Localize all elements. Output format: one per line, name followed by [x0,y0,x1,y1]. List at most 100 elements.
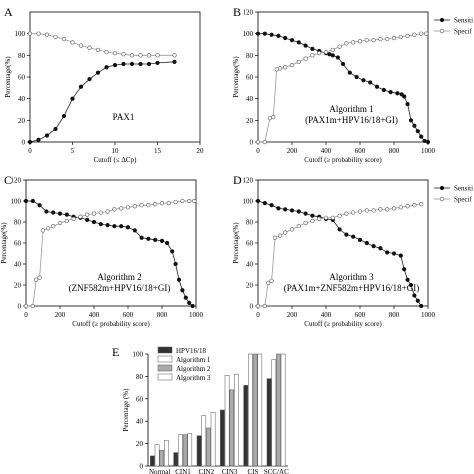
x-tick-label: 400 [89,311,100,319]
legend-marker [439,196,445,202]
specificity-point [364,38,369,43]
legend-swatch [157,346,173,354]
sensitivity-point [262,31,267,36]
y-tick-label: 20 [14,282,22,290]
y-tick-label: 40 [136,418,144,426]
bar-algorithm-3 [234,373,239,467]
x-tick-label: 1000 [189,311,204,319]
specificity-point [112,51,118,56]
specificity-point [34,277,39,282]
panel-annotation: Algorithm 2 [97,272,141,282]
sensitivity-point [87,77,92,82]
bar-algorithm-2 [229,389,235,467]
y-tick-label: 0 [22,139,26,147]
specificity-point [30,303,35,309]
sensitivity-point [125,225,131,230]
panel-annotation: Algorithm 1 [329,104,373,114]
specificity-point [40,228,46,233]
sensitivity-point [262,201,267,206]
sensitivity-point [172,59,177,64]
bar-hpv16-18 [150,455,155,467]
sensitivity-point [276,33,281,38]
specificity-point [262,303,267,309]
specificity-point [385,36,390,42]
x-tick-label: 800 [157,311,168,319]
x-tick-label: 0 [256,311,260,319]
specificity-point [138,53,143,58]
category-label: CIN2 [199,468,215,474]
specificity-point [371,38,376,43]
y-tick-label: 20 [246,282,254,290]
category-label: Normal [149,468,170,474]
sensitivity-point [412,123,417,128]
specificity-point [391,35,397,41]
y-tick-label: 0 [140,463,144,471]
legend-label: Algorithm 3 [176,374,211,382]
sensitivity-point [129,61,135,67]
specificity-point [266,280,271,286]
y-axis-label: Percentage(%) [4,56,12,98]
specificity-point [255,303,261,309]
legend-label: Algorithm 1 [176,356,211,364]
bar-algorithm-3 [280,353,286,467]
sensitivity-point [371,244,376,249]
legend-label: Specif [454,28,473,36]
y-tick-label: 60 [18,74,26,82]
bar-algorithm-1 [178,434,183,467]
sensitivity-point [398,253,403,258]
sensitivity-point [310,46,315,51]
sensitivity-point [78,84,84,89]
sensitivity-point [173,261,178,267]
sensitivity-point [303,211,308,216]
panel-e: E 0 20 40 60 80 100 Percentage (%) Normal CIN1 CIN… [112,345,289,474]
sensitivity-point [378,246,383,251]
specificity-point [98,210,103,215]
sensitivity-point [402,267,407,272]
specificity-point [45,226,51,231]
specificity-point [153,202,158,207]
x-tick-label: 10 [112,147,120,155]
x-tick-label: 0 [28,147,32,155]
specificity-point [87,45,92,50]
y-axis-label: Percentage (%) [122,388,130,432]
bar-algorithm-2 [276,353,281,467]
sensitivity-point [283,207,288,212]
sensitivity-point [388,90,393,95]
sensitivity-point [327,52,332,57]
specificity-point [95,47,101,53]
specificity-point [317,216,322,221]
specificity-point [61,36,67,42]
sensitivity-point [374,84,380,89]
category-label: SCC/AC [264,468,289,474]
x-tick-label: 200 [55,311,66,319]
specificity-point [391,206,397,211]
legend-marker [439,185,445,191]
legend-label: Algorithm 2 [176,365,211,373]
series-line-sensitivity [258,33,429,143]
specificity-point [255,139,261,145]
bar-hpv16-18 [196,435,202,467]
y-tick-label: 100 [243,30,254,38]
specificity-point [269,278,274,283]
specificity-point [424,31,429,36]
sensitivity-point [335,55,341,60]
panel-annotation: Algorithm 3 [329,272,374,282]
sensitivity-point [330,53,335,58]
specificity-point [85,212,90,217]
y-tick-label: 120 [243,177,254,185]
specificity-point [272,235,278,240]
sensitivity-point [337,227,342,232]
y-tick-label: 80 [246,52,254,60]
sensitivity-point [347,70,352,75]
x-axis-label: Cutoff (≤ ΔCp) [94,156,137,164]
sensitivity-point [159,238,165,243]
specificity-point [337,213,342,218]
sensitivity-point [27,139,33,145]
sensitivity-point [296,40,301,45]
specificity-point [146,53,152,58]
y-tick-label: 80 [18,52,26,60]
sensitivity-point [368,80,373,85]
specificity-point [192,198,197,204]
specificity-point [119,206,124,211]
specificity-point [419,202,424,207]
